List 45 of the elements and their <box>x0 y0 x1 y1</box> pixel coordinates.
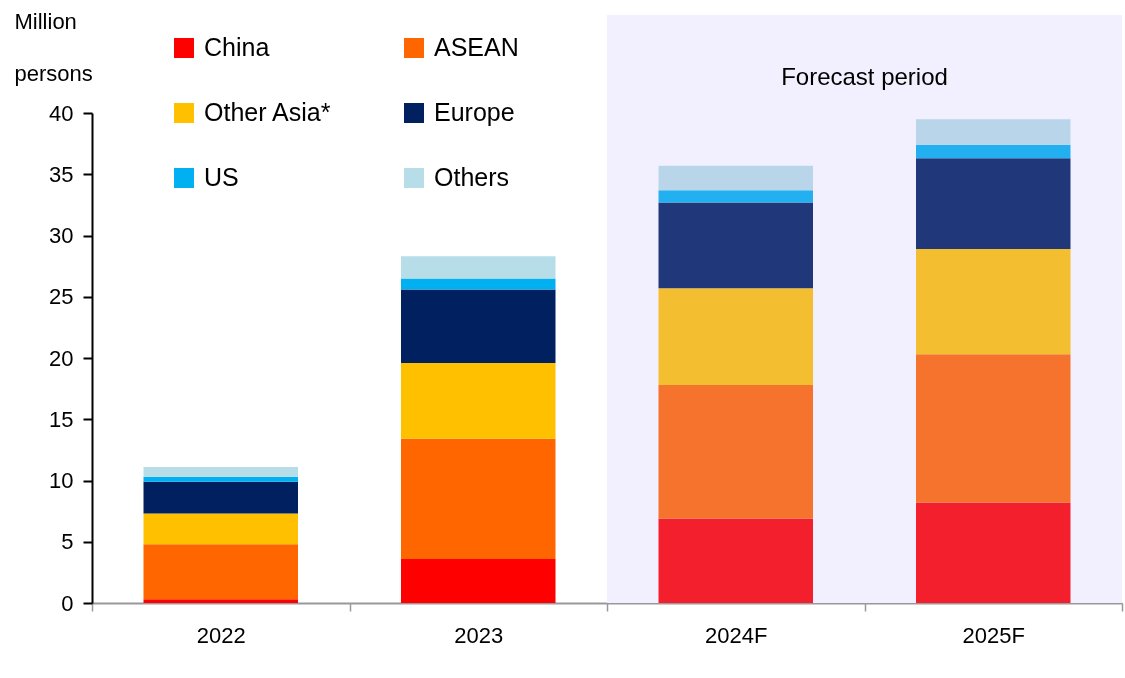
bar <box>658 202 813 289</box>
x-tick-label: 2022 <box>196 622 246 648</box>
bar <box>143 476 298 482</box>
y-tick-label: 25 <box>49 284 74 310</box>
bar <box>143 467 298 477</box>
y-tick-label: 30 <box>49 223 74 248</box>
bar <box>916 158 1071 249</box>
legend-label: Others <box>434 163 510 191</box>
bar <box>143 544 298 600</box>
bar <box>401 278 556 290</box>
bar <box>916 144 1071 159</box>
bar <box>143 513 298 545</box>
legend-label: ASEAN <box>434 33 519 61</box>
y-tick-label: 0 <box>61 590 74 616</box>
bar <box>143 481 298 514</box>
x-tick-label: 2025F <box>962 622 1025 648</box>
legend-label: US <box>204 163 239 191</box>
y-tick-label: 15 <box>49 406 74 432</box>
bar <box>916 119 1071 145</box>
bar <box>916 248 1071 355</box>
y-tick-label: 40 <box>49 100 74 126</box>
x-tick-label: 2023 <box>454 622 504 648</box>
y-tick-label: 20 <box>49 345 74 371</box>
bar <box>658 190 813 203</box>
bar <box>401 256 556 279</box>
bar <box>658 288 813 385</box>
y-tick-label: 5 <box>61 529 74 555</box>
bar <box>401 362 556 439</box>
bar <box>916 502 1071 603</box>
legend-label: Europe <box>434 98 515 126</box>
y-tick-label: 10 <box>49 468 74 493</box>
bar <box>658 165 813 191</box>
bar <box>916 354 1071 503</box>
legend-label: Other Asia* <box>204 98 331 126</box>
bar <box>658 384 813 519</box>
bar <box>401 289 556 363</box>
bar <box>401 438 556 559</box>
x-tick-label: 2024F <box>705 622 768 648</box>
bar <box>143 599 298 603</box>
text: Million persons <box>14 8 93 86</box>
band-label: Forecast period <box>781 63 948 90</box>
legend-label: China <box>204 33 270 61</box>
y-tick-label: 35 <box>49 161 74 187</box>
bar <box>658 518 813 603</box>
bar <box>401 558 556 603</box>
